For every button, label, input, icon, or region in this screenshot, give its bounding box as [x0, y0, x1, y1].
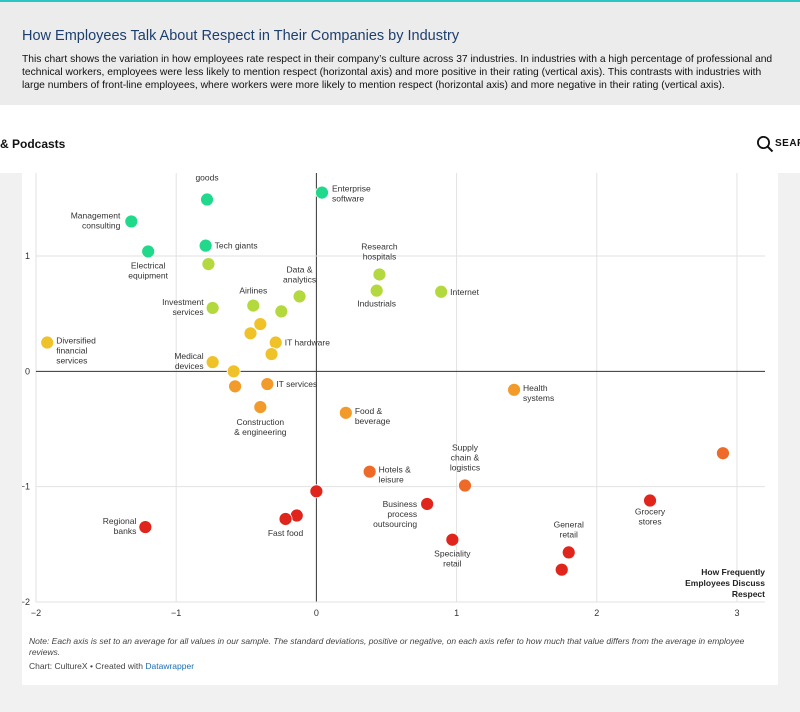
- data-point: [445, 532, 460, 547]
- data-point: [716, 446, 730, 461]
- data-point: [369, 283, 384, 298]
- point-label: Construction & engineering: [234, 417, 287, 437]
- data-point: [561, 545, 576, 560]
- top-accent-line: [0, 0, 800, 2]
- page-margin-right: [778, 173, 800, 712]
- point-label: Research hospitals: [361, 241, 398, 261]
- data-point: [243, 326, 258, 341]
- data-point: [362, 464, 377, 479]
- y-tick-label: −1: [22, 482, 30, 492]
- search-label[interactable]: SEAR: [775, 138, 800, 149]
- x-tick-label: −2: [31, 608, 41, 618]
- chart-note: Note: Each axis is set to an average for…: [29, 636, 745, 657]
- point-label: General retail: [554, 519, 584, 539]
- data-point: [643, 493, 657, 508]
- point-label: Management consulting: [71, 210, 121, 230]
- point-label: Enterprise software: [332, 184, 371, 204]
- x-tick-label: 2: [594, 608, 599, 618]
- data-point: [274, 304, 289, 319]
- point-label: Grocery stores: [635, 507, 666, 527]
- data-point: [141, 244, 156, 259]
- nav-item-podcasts[interactable]: & Podcasts: [0, 137, 66, 151]
- point-label: Food & beverage: [355, 406, 391, 426]
- data-point: [554, 562, 569, 577]
- x-tick-label: 1: [454, 608, 459, 618]
- point-label: Electrical equipment: [128, 260, 168, 280]
- data-point: [124, 214, 139, 229]
- point-label: Consumergoods: [187, 173, 226, 183]
- point-label: Fast food: [268, 528, 304, 538]
- point-label: Industrials: [357, 299, 396, 309]
- point-label: Internet: [450, 287, 479, 297]
- data-point: [40, 335, 55, 350]
- page-margin-left: [0, 173, 22, 712]
- data-point: [420, 497, 435, 511]
- data-point: [198, 238, 213, 253]
- data-point: [338, 405, 353, 420]
- x-tick-label: 0: [314, 608, 319, 618]
- point-label: Health systems: [523, 383, 554, 403]
- x-tick-label: 3: [734, 608, 739, 618]
- data-point: [226, 364, 241, 379]
- datawrapper-link[interactable]: Datawrapper: [145, 661, 195, 671]
- point-label: Business process outsourcing: [373, 499, 417, 529]
- data-point: [253, 317, 268, 331]
- y-tick-label: 0: [25, 366, 30, 376]
- data-point: [201, 257, 216, 272]
- point-label: Airlines: [239, 286, 267, 296]
- data-point: [292, 289, 307, 304]
- y-tick-label: 1: [25, 251, 30, 261]
- credit-text: Chart: CultureX • Created with: [29, 661, 146, 671]
- point-label: Medical devices: [174, 351, 203, 371]
- data-point: [278, 512, 293, 526]
- data-point: [253, 400, 268, 415]
- point-label: IT hardware: [285, 338, 330, 348]
- data-point: [228, 379, 242, 394]
- point-label: Hotels & leisure: [379, 465, 411, 485]
- site-nav-bar: [0, 105, 800, 173]
- data-point: [315, 185, 329, 200]
- point-label: Tech giants: [215, 241, 258, 251]
- point-label: Supply chain & logistics: [450, 443, 480, 473]
- point-label: Speciality retail: [434, 549, 471, 569]
- data-point: [458, 478, 472, 493]
- data-point: [268, 335, 283, 350]
- point-label: Regional banks: [103, 516, 137, 536]
- data-point: [372, 267, 387, 282]
- point-label: Diversified financial services: [56, 336, 96, 366]
- data-point: [309, 484, 324, 499]
- data-point: [205, 301, 220, 315]
- header: How Employees Talk About Respect in Thei…: [0, 2, 800, 105]
- point-label: Investment services: [162, 297, 204, 317]
- chart-title: How Employees Talk About Respect in Thei…: [22, 28, 460, 44]
- chart-credit: Chart: CultureX • Created with Datawrapp…: [29, 661, 194, 671]
- data-point: [260, 377, 275, 391]
- search-icon[interactable]: [756, 135, 774, 153]
- point-label: Data & analytics: [283, 264, 316, 284]
- data-point: [246, 298, 261, 313]
- point-label: IT services: [276, 379, 317, 389]
- data-point: [434, 284, 449, 299]
- data-point: [264, 347, 279, 361]
- data-point: [200, 192, 214, 207]
- data-point: [205, 355, 220, 370]
- x-tick-label: −1: [171, 608, 181, 618]
- chart-description: This chart shows the variation in how em…: [22, 54, 773, 91]
- data-point: [507, 382, 521, 397]
- data-point: [138, 520, 153, 534]
- x-axis-title: How Frequently Employees Discuss Respect: [685, 567, 765, 599]
- y-tick-label: −2: [22, 597, 30, 607]
- page-margin-bottom: [22, 685, 778, 712]
